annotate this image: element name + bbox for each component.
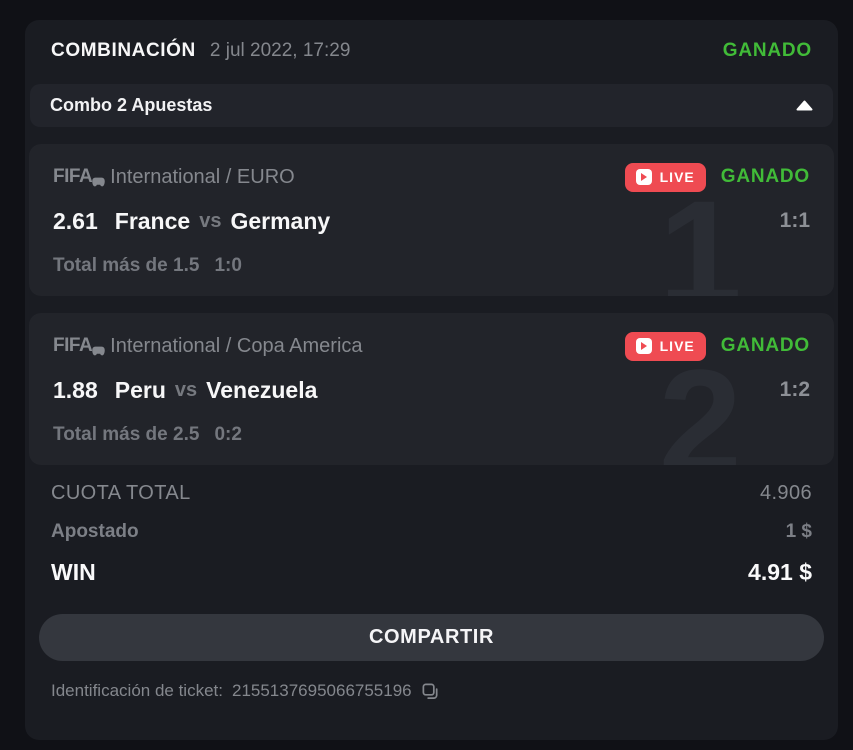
market-score: 1:0 <box>214 255 242 276</box>
win-value: 4.91 $ <box>748 559 812 585</box>
vs-separator: vs <box>174 378 198 401</box>
league-name: International / Copa America <box>110 334 363 357</box>
match-score: 1:2 <box>779 378 810 401</box>
bet-market: Total más de 2.5 <box>53 424 200 445</box>
bet-row[interactable]: 2 FIFA International / Copa America LIVE… <box>29 313 834 465</box>
ticket-datetime: 2 jul 2022, 17:29 <box>209 40 351 61</box>
ticket-type-title: COMBINACIÓN <box>51 40 196 61</box>
play-icon <box>635 169 652 185</box>
bet-market: Total más de 1.5 <box>53 255 200 276</box>
bet-status-badge: GANADO <box>720 166 810 187</box>
bet-ticket-card: COMBINACIÓN 2 jul 2022, 17:29 GANADO Com… <box>25 20 838 740</box>
gamepad-icon <box>91 171 106 193</box>
ticket-id-row: Identificación de ticket: 21551376950667… <box>51 681 812 701</box>
bet-number-watermark: 1 <box>658 169 742 296</box>
bet-odds: 2.61 <box>53 207 98 234</box>
away-team: Venezuela <box>206 376 318 403</box>
fifa-esports-logo: FIFA <box>53 335 105 357</box>
bet-status-badge: GANADO <box>720 335 810 356</box>
copy-icon[interactable] <box>421 682 440 701</box>
match-score: 1:1 <box>779 209 810 232</box>
live-badge: LIVE <box>624 162 706 192</box>
fifa-esports-logo: FIFA <box>53 166 105 188</box>
stake-value: 1 $ <box>785 521 812 542</box>
total-odds-label: CUOTA TOTAL <box>51 482 191 504</box>
ticket-id-value: 2155137695066755196 <box>231 681 412 700</box>
play-icon <box>635 338 652 354</box>
ticket-status-badge: GANADO <box>722 40 812 61</box>
live-badge: LIVE <box>624 331 706 361</box>
total-odds-value: 4.906 <box>759 482 812 504</box>
stake-label: Apostado <box>51 521 139 542</box>
ticket-summary: CUOTA TOTAL 4.906 Apostado 1 $ WIN 4.91 … <box>25 482 838 586</box>
combo-label: Combo 2 Apuestas <box>50 95 213 115</box>
bet-row[interactable]: 1 FIFA International / EURO LIVE GANADO … <box>29 144 834 296</box>
bet-number-watermark: 2 <box>658 338 742 465</box>
win-label: WIN <box>51 559 96 585</box>
combo-collapse-bar[interactable]: Combo 2 Apuestas <box>30 84 833 127</box>
ticket-id-label: Identificación de ticket: <box>51 681 223 700</box>
bet-odds: 1.88 <box>53 376 98 403</box>
gamepad-icon <box>91 340 106 362</box>
vs-separator: vs <box>199 209 222 232</box>
home-team: Peru <box>114 376 166 403</box>
home-team: France <box>114 207 191 234</box>
away-team: Germany <box>230 207 331 234</box>
market-score: 0:2 <box>214 424 242 445</box>
chevron-up-icon[interactable] <box>796 100 813 111</box>
ticket-header: COMBINACIÓN 2 jul 2022, 17:29 GANADO <box>25 20 838 82</box>
league-name: International / EURO <box>110 165 295 188</box>
share-button[interactable]: COMPARTIR <box>39 614 824 661</box>
